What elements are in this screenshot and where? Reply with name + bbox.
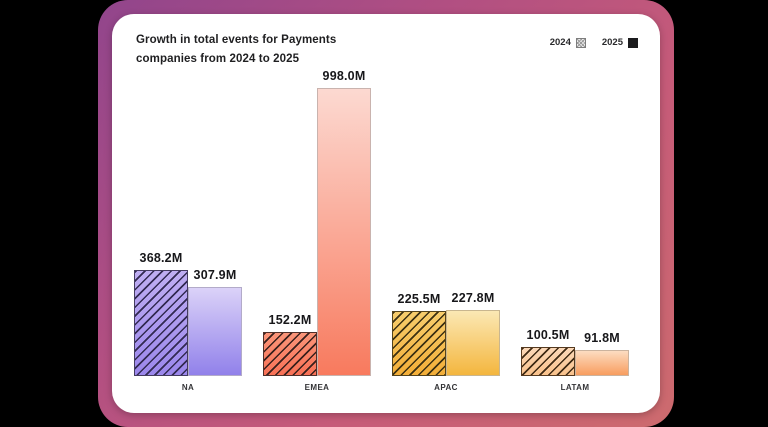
legend-2024-hatch-swatch-icon [575,37,586,48]
gradient-frame: Growth in total events for Payments comp… [98,0,674,427]
bar-group-apac: 225.5M 227.8M APAC [392,291,500,393]
chart-title: Growth in total events for Payments comp… [136,34,337,65]
bar-2025-apac [446,310,500,376]
bar-2024-emea [263,332,317,376]
bar-pair: 152.2M 998.0M [263,69,371,376]
bar-chart: 368.2M 307.9M NA 152.2M 998.0M EMEA 225.5M 227.… [134,69,629,393]
legend: 2024 2025 [550,37,638,48]
value-label-2025-latam: 91.8M [584,330,620,345]
bar-2024-latam [521,347,575,376]
bar-group-latam: 100.5M 91.8M LATAM [521,328,629,393]
value-label-2024-na: 368.2M [139,250,183,265]
bar-2025-na [188,287,242,376]
legend-item-2024: 2024 [550,37,586,48]
category-label-latam: LATAM [560,383,590,392]
bar-2025-latam [575,349,629,376]
bar-pair: 225.5M 227.8M [392,291,500,376]
value-label-2025-apac: 227.8M [451,291,495,306]
bar-pair: 368.2M 307.9M [134,251,242,376]
bar-wrap-2025-emea: 998.0M [317,69,371,376]
card-header: Growth in total events for Payments comp… [136,31,638,68]
value-label-2025-na: 307.9M [193,268,237,283]
legend-2024-label: 2024 [549,37,571,48]
bar-wrap-2025-na: 307.9M [188,268,242,376]
legend-2025-solid-swatch-icon [628,37,638,48]
bar-wrap-2024-latam: 100.5M [521,328,575,376]
bar-2024-na [134,269,188,376]
bar-pair: 100.5M 91.8M [521,328,629,376]
value-label-2024-emea: 152.2M [268,313,312,328]
bar-wrap-2025-latam: 91.8M [575,331,629,376]
legend-item-2025: 2025 [602,37,638,48]
category-label-emea: EMEA [304,383,330,392]
value-label-2024-latam: 100.5M [526,328,570,342]
bar-2025-emea [317,88,371,376]
bar-group-na: 368.2M 307.9M NA [134,251,242,393]
chart-card: Growth in total events for Payments comp… [112,14,660,413]
bar-wrap-2024-apac: 225.5M [392,292,446,376]
category-label-na: NA [181,383,195,392]
bar-wrap-2025-apac: 227.8M [446,291,500,376]
value-label-2025-emea: 998.0M [322,69,366,83]
bar-wrap-2024-emea: 152.2M [263,313,317,376]
bar-wrap-2024-na: 368.2M [134,251,188,376]
value-label-2024-apac: 225.5M [397,291,441,306]
bar-group-emea: 152.2M 998.0M EMEA [263,69,371,393]
legend-2025-label: 2025 [601,37,623,48]
category-label-apac: APAC [434,383,458,392]
bar-2024-apac [392,310,446,376]
